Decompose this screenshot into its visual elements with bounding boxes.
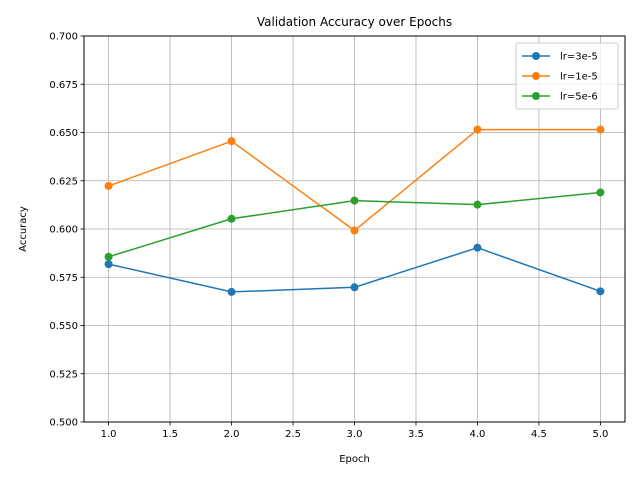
series-lr=5e-6: [104, 188, 605, 261]
legend-label: lr=1e-5: [560, 72, 598, 83]
series-lr=3e-5: [104, 243, 605, 296]
data-point: [473, 243, 482, 252]
legend-marker: [532, 72, 540, 80]
y-tick-label: 0.500: [49, 418, 78, 429]
data-point: [227, 287, 236, 296]
data-point: [104, 181, 113, 190]
y-tick-label: 0.575: [49, 273, 78, 284]
legend-marker: [532, 92, 540, 100]
data-point: [350, 196, 359, 205]
x-axis-ticks: 1.0 1.5 2.0 2.5 3.0 3.5 4.0 4.5 5.0: [101, 422, 608, 440]
data-point: [350, 226, 359, 235]
x-tick-label: 2.0: [224, 429, 240, 440]
legend-entry: lr=5e-6: [522, 92, 598, 103]
data-point: [350, 283, 359, 292]
y-tick-label: 0.550: [49, 321, 78, 332]
x-tick-label: 4.5: [531, 429, 547, 440]
x-tick-label: 3.0: [347, 429, 363, 440]
legend-entry: lr=1e-5: [522, 72, 598, 83]
x-axis-label: Epoch: [339, 454, 370, 465]
data-point: [596, 188, 605, 197]
data-point: [104, 260, 113, 269]
legend-entry: lr=3e-5: [522, 52, 598, 63]
legend-box: [515, 42, 619, 110]
x-tick-label: 5.0: [592, 429, 608, 440]
data-point: [473, 125, 482, 134]
y-axis-ticks: 0.500 0.525 0.550 0.575 0.600 0.625 0.650 0.675…: [49, 32, 84, 429]
y-tick-label: 0.650: [49, 128, 78, 139]
x-tick-label: 2.5: [285, 429, 301, 440]
x-tick-label: 1.5: [162, 429, 178, 440]
y-axis-label: Accuracy: [18, 206, 29, 252]
x-tick-label: 1.0: [101, 429, 117, 440]
data-point: [227, 137, 236, 146]
legend: lr=3e-5 lr=1e-5 lr=5e-6: [515, 42, 619, 110]
series-lr=1e-5: [104, 125, 605, 235]
y-tick-label: 0.525: [49, 369, 78, 380]
legend-label: lr=5e-6: [560, 92, 598, 103]
chart-title: Validation Accuracy over Epochs: [257, 15, 452, 29]
legend-label: lr=3e-5: [560, 52, 598, 63]
series-layer: [104, 125, 605, 296]
y-tick-label: 0.675: [49, 80, 78, 91]
data-point: [596, 125, 605, 134]
data-point: [227, 214, 236, 223]
y-tick-label: 0.700: [49, 32, 78, 43]
y-tick-label: 0.625: [49, 176, 78, 187]
data-point: [104, 252, 113, 261]
x-tick-label: 4.0: [470, 429, 486, 440]
data-point: [473, 200, 482, 209]
data-point: [596, 287, 605, 296]
x-tick-label: 3.5: [408, 429, 424, 440]
y-tick-label: 0.600: [49, 225, 78, 236]
legend-marker: [532, 52, 540, 60]
